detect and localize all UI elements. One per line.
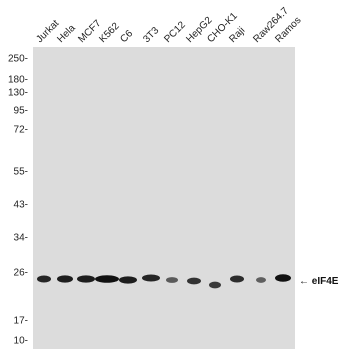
band-hepg2 — [187, 277, 201, 285]
band-pc12 — [166, 277, 178, 283]
band-3t3 — [142, 274, 160, 282]
lane-label-mcf7: MCF7 — [76, 18, 103, 45]
band-mcf7 — [77, 275, 95, 283]
marker-label-95: 95- — [14, 106, 28, 117]
band-hela — [57, 275, 73, 283]
target-label-eif4e: ← eIF4E — [299, 276, 339, 287]
band-cho-k1 — [209, 281, 221, 289]
marker-label-17: 17- — [14, 316, 28, 327]
band-raji — [230, 275, 244, 283]
marker-label-72: 72- — [14, 125, 28, 136]
marker-label-43: 43- — [14, 200, 28, 211]
marker-label-55: 55- — [14, 167, 28, 178]
band-ramos — [275, 274, 291, 282]
band-layer — [37, 274, 291, 289]
marker-label-130: 130- — [8, 88, 28, 99]
lane-label-pc12: PC12 — [162, 19, 188, 45]
lane-label-jurkat: Jurkat — [34, 18, 61, 45]
band-c6 — [119, 276, 137, 284]
band-jurkat — [37, 275, 51, 283]
band-raw264-7 — [256, 277, 266, 283]
band-k562 — [95, 275, 119, 283]
marker-label-34: 34- — [14, 233, 28, 244]
marker-label-250: 250- — [8, 54, 28, 65]
lane-label-3t3: 3T3 — [141, 25, 161, 45]
lane-label-c6: C6 — [118, 28, 135, 45]
lane-label-raji: Raji — [227, 25, 247, 45]
molecular-weight-markers: 250- 180- 130- 95- 72- 55- 43- 34- 26- 17- 10- — [8, 54, 28, 347]
blot-membrane — [33, 47, 295, 349]
marker-label-26: 26- — [14, 268, 28, 279]
marker-label-10: 10- — [14, 336, 28, 347]
marker-label-180: 180- — [8, 75, 28, 86]
